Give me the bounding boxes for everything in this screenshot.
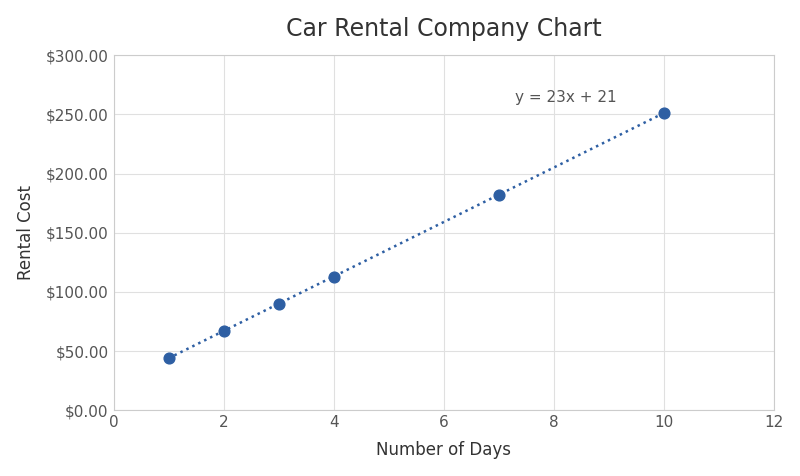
X-axis label: Number of Days: Number of Days (376, 441, 511, 459)
Point (272, 300, 285, 307)
Point (162, 355, 175, 362)
Y-axis label: Rental Cost: Rental Cost (17, 185, 34, 280)
Point (217, 327, 230, 335)
Text: y = 23x + 21: y = 23x + 21 (515, 90, 617, 105)
Point (492, 191, 505, 198)
Title: Car Rental Company Chart: Car Rental Company Chart (286, 17, 602, 40)
Point (327, 273, 340, 280)
Point (658, 109, 670, 117)
